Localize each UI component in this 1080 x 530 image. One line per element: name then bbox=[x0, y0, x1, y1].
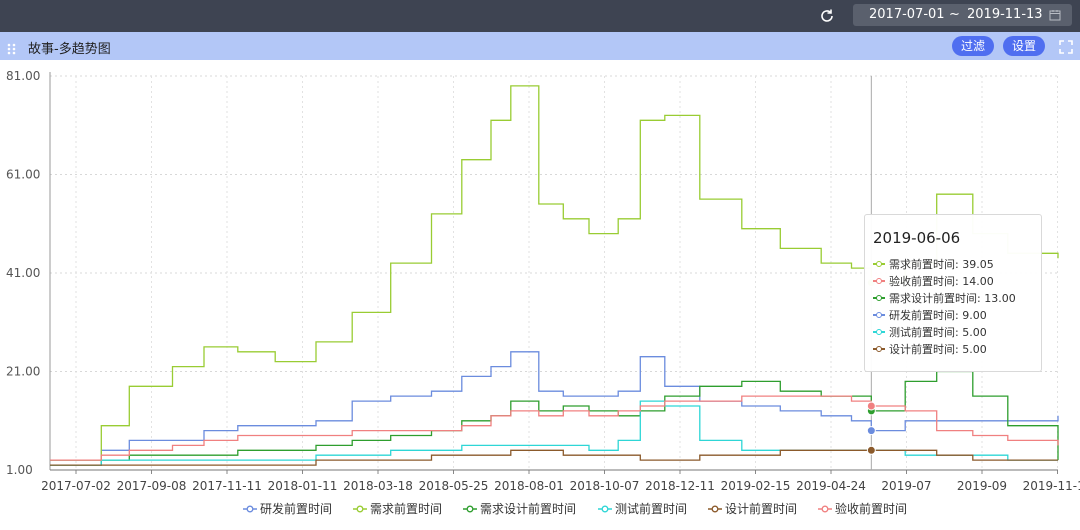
x-tick-label: 2018-10-07 bbox=[570, 479, 640, 493]
tooltip-row-label: 验收前置时间: 14.00 bbox=[889, 274, 994, 288]
x-tick-label: 2017-07-02 bbox=[41, 479, 111, 493]
date-start: 2017-07-01 bbox=[869, 7, 945, 22]
series-marker-icon bbox=[873, 260, 885, 268]
tooltip-row: 研发前置时间: 9.00 bbox=[873, 306, 1041, 323]
fullscreen-icon[interactable] bbox=[1059, 39, 1073, 54]
date-end: 2019-11-13 bbox=[967, 7, 1043, 22]
series-line bbox=[50, 449, 1058, 466]
calendar-icon bbox=[1049, 9, 1061, 21]
x-tick-label: 2017-09-08 bbox=[117, 479, 187, 493]
x-tick-label: 2017-11-11 bbox=[192, 479, 262, 493]
tooltip-row-label: 设计前置时间: 5.00 bbox=[889, 342, 987, 356]
x-tick-label: 2018-05-25 bbox=[419, 479, 489, 493]
legend-swatch-dot bbox=[246, 505, 254, 513]
settings-button[interactable]: 设置 bbox=[1003, 36, 1045, 56]
tooltip-row-label: 需求前置时间: 39.05 bbox=[889, 257, 994, 271]
chart-tooltip: 2019-06-06 需求前置时间: 39.05 验收前置时间: 14.00 需求设… bbox=[864, 214, 1042, 372]
legend-swatch-dot bbox=[601, 505, 609, 513]
date-range-picker[interactable]: 2017-07-01 ~ 2019-11-13 bbox=[853, 4, 1072, 26]
hover-point bbox=[866, 445, 876, 455]
x-tick-label: 2019-11-13 bbox=[1023, 479, 1080, 493]
x-tick-label: 2019-07 bbox=[881, 479, 931, 493]
series-line bbox=[50, 395, 1059, 461]
series-marker-icon bbox=[873, 277, 885, 285]
legend-label: 测试前置时间 bbox=[615, 501, 687, 516]
legend-swatch-dot bbox=[711, 505, 719, 513]
x-tick-label: 2019-04-24 bbox=[796, 479, 866, 493]
tooltip-row: 需求设计前置时间: 13.00 bbox=[873, 289, 1041, 306]
y-tick-label: 41.00 bbox=[6, 266, 40, 280]
panel-header: 故事-多趋势图 过滤 设置 bbox=[0, 32, 1080, 60]
legend-label: 设计前置时间 bbox=[725, 501, 797, 516]
tooltip-row: 需求前置时间: 39.05 bbox=[873, 255, 1041, 272]
series-line bbox=[50, 351, 1059, 461]
legend-swatch-dot bbox=[821, 505, 829, 513]
legend-label: 需求前置时间 bbox=[370, 501, 442, 516]
legend-label: 需求设计前置时间 bbox=[480, 501, 576, 516]
x-tick-label: 2018-12-11 bbox=[645, 479, 715, 493]
tooltip-row-label: 需求设计前置时间: 13.00 bbox=[889, 291, 1016, 305]
series-marker-icon bbox=[873, 345, 885, 353]
hover-point bbox=[866, 401, 876, 411]
x-tick-label: 2018-03-18 bbox=[343, 479, 413, 493]
tooltip-date: 2019-06-06 bbox=[873, 229, 961, 247]
series-marker-icon bbox=[873, 311, 885, 319]
series-marker-icon bbox=[873, 328, 885, 336]
y-tick-label: 81.00 bbox=[6, 69, 40, 83]
legend-label: 研发前置时间 bbox=[260, 501, 332, 516]
x-tick-label: 2018-01-11 bbox=[268, 479, 338, 493]
date-separator: ~ bbox=[949, 7, 960, 22]
panel-title: 故事-多趋势图 bbox=[28, 42, 111, 57]
drag-handle-icon[interactable] bbox=[6, 40, 18, 55]
tooltip-row: 验收前置时间: 14.00 bbox=[873, 272, 1041, 289]
tooltip-row: 测试前置时间: 5.00 bbox=[873, 323, 1041, 340]
refresh-icon[interactable] bbox=[816, 5, 838, 27]
tooltip-row: 设计前置时间: 5.00 bbox=[873, 340, 1041, 357]
filter-button[interactable]: 过滤 bbox=[952, 36, 994, 56]
legend-swatch-dot bbox=[356, 505, 364, 513]
top-bar: 2017-07-01 ~ 2019-11-13 bbox=[0, 0, 1080, 32]
legend-label: 验收前置时间 bbox=[835, 501, 907, 516]
x-tick-label: 2019-09 bbox=[957, 479, 1007, 493]
tooltip-row-label: 研发前置时间: 9.00 bbox=[889, 308, 987, 322]
series-line bbox=[50, 370, 1059, 466]
tooltip-row-label: 测试前置时间: 5.00 bbox=[889, 325, 987, 339]
x-tick-label: 2019-02-15 bbox=[721, 479, 791, 493]
y-tick-label: 21.00 bbox=[6, 365, 40, 379]
series-marker-icon bbox=[873, 294, 885, 302]
hover-point bbox=[866, 426, 876, 436]
y-tick-label: 1.00 bbox=[6, 463, 33, 477]
x-tick-label: 2018-08-01 bbox=[494, 479, 564, 493]
legend-swatch-dot bbox=[466, 505, 474, 513]
y-tick-label: 61.00 bbox=[6, 168, 40, 182]
